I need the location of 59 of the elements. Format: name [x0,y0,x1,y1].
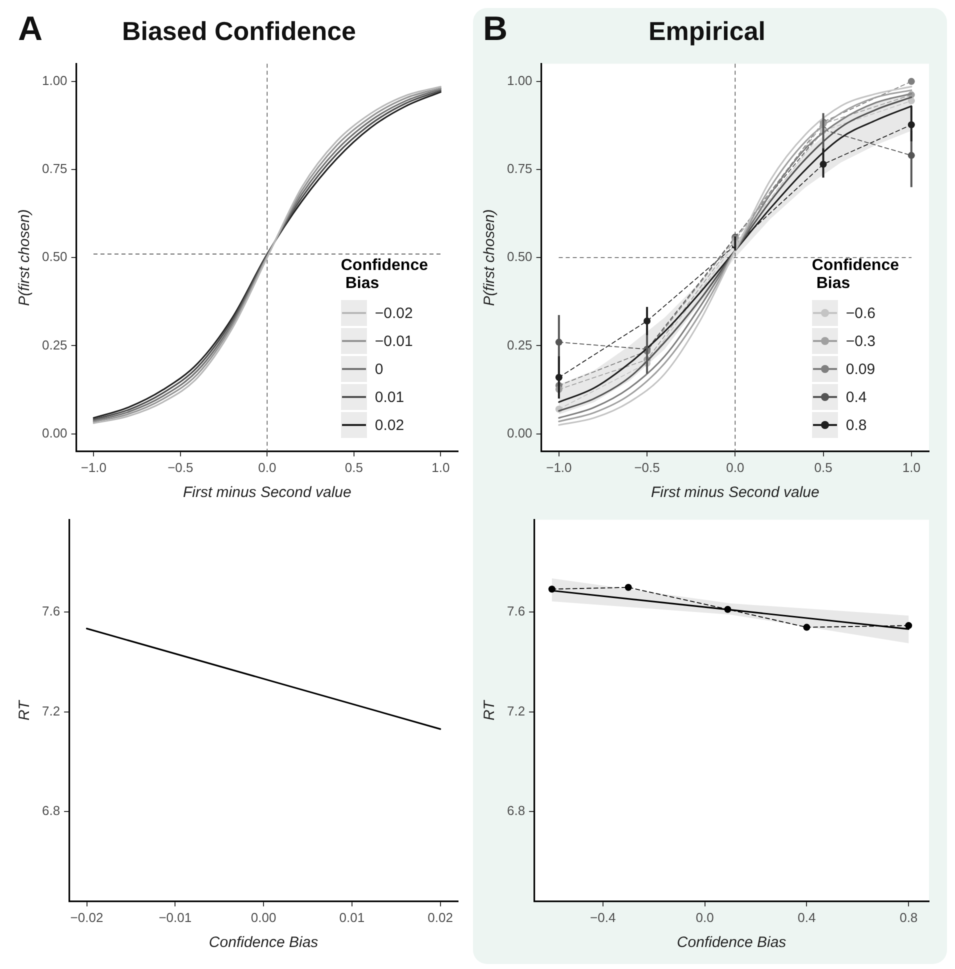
y-axis-title: P(first chosen) [481,209,498,306]
legend-label: 0.09 [846,360,876,378]
y-axis-title: RT [481,698,498,720]
y-tick-label: 0.00 [506,425,532,440]
x-tick-label: −1.0 [80,460,106,475]
x-tick-label: −0.5 [168,460,194,475]
legend-label: −0.01 [374,332,413,350]
y-tick-label: 0.00 [42,425,68,440]
legend-label: 0.01 [374,388,404,406]
x-tick-label: −0.5 [634,460,660,475]
x-tick-label: 0.01 [339,910,365,925]
legend-label: 0.02 [374,416,404,434]
y-tick-label: 0.75 [42,161,68,176]
legend-label: −0.6 [846,304,876,322]
y-tick-label: 6.8 [42,803,60,818]
x-axis-title: First minus Second value [182,484,352,502]
x-tick-label: 1.0 [432,460,450,475]
x-tick-label: −0.4 [590,910,616,925]
x-tick-label: −1.0 [546,460,572,475]
y-tick-label: 7.6 [506,604,526,619]
chart-title: Biased Confidence [122,16,356,46]
text: A [18,10,43,49]
y-tick-label: 7.6 [42,604,60,619]
y-tick-label: 0.50 [42,249,68,264]
x-tick-label: −0.01 [158,910,192,925]
legend-label: −0.3 [846,332,876,350]
y-tick-label: 0.50 [506,249,532,264]
x-tick-label: 0.02 [428,910,453,925]
x-tick-label: 0.0 [726,460,744,475]
y-tick-label: 7.2 [42,703,60,718]
legend-label: 0.4 [846,388,867,406]
x-tick-label: 1.0 [902,460,920,475]
y-tick-label: 0.25 [506,337,532,352]
chart-title: Empirical [648,16,766,46]
y-axis-title: P(first chosen) [16,209,34,306]
x-tick-label: 0.4 [798,910,816,925]
legend-label: 0 [374,360,384,378]
x-tick-label: 0.0 [696,910,714,925]
y-tick-label: 0.25 [42,337,68,352]
x-tick-label: 0.0 [258,460,276,475]
y-tick-label: 0.75 [506,161,532,176]
x-tick-label: −0.02 [70,910,104,925]
x-tick-label: 0.5 [344,460,363,475]
legend-title: Confidence Bias [340,257,428,294]
y-axis-title: RT [16,698,34,720]
y-tick-label: 1.00 [42,72,68,88]
legend-title: Confidence Bias [812,257,899,294]
text: B [483,10,508,49]
x-tick-label: 0.00 [250,910,276,925]
y-tick-label: 7.2 [506,703,526,718]
x-tick-label: 0.5 [814,460,832,475]
x-axis-title: Confidence Bias [208,934,319,952]
legend-label: 0.8 [846,416,867,434]
legend-label: −0.02 [374,304,413,322]
x-axis-title: Confidence Bias [676,934,787,952]
y-tick-label: 6.8 [506,803,526,818]
x-tick-label: 0.8 [900,910,918,925]
x-axis-title: First minus Second value [650,484,820,502]
y-tick-label: 1.00 [506,72,532,88]
